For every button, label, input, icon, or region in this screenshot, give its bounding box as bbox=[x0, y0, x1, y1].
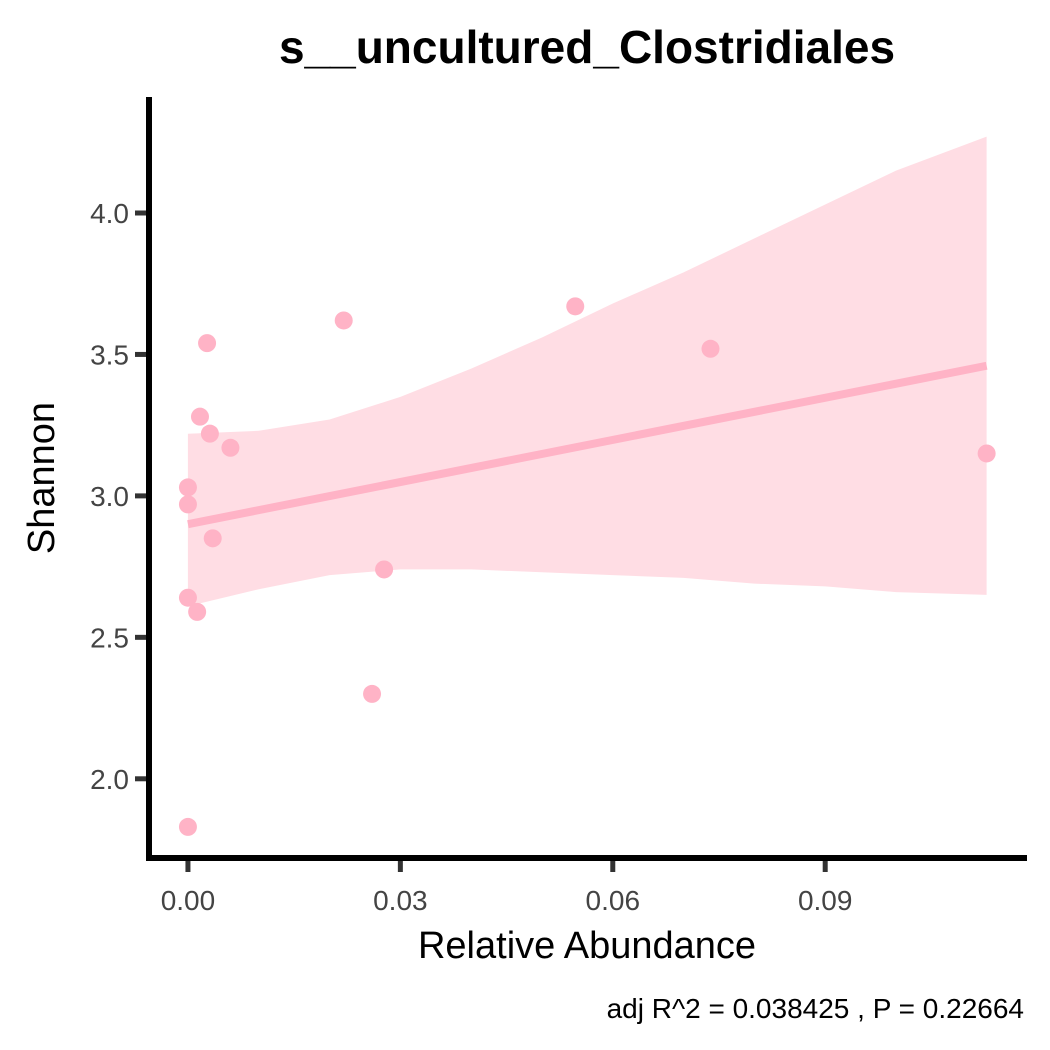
y-tick-label: 3.0 bbox=[90, 481, 129, 512]
plot-area bbox=[178, 136, 996, 836]
x-tick-label: 0.09 bbox=[798, 885, 853, 916]
data-point bbox=[178, 495, 197, 514]
data-point bbox=[178, 478, 197, 497]
data-point bbox=[178, 588, 197, 607]
y-axis-ticks: 2.0 2.5 3.0 3.5 4.0 bbox=[90, 198, 146, 795]
data-point bbox=[363, 684, 382, 703]
data-point bbox=[200, 424, 219, 443]
regression-line bbox=[187, 361, 988, 529]
data-point bbox=[203, 529, 222, 548]
x-tick-label: 0.03 bbox=[373, 885, 428, 916]
data-point bbox=[190, 407, 209, 426]
data-points bbox=[178, 297, 996, 836]
data-point bbox=[178, 817, 197, 836]
data-point bbox=[977, 444, 996, 463]
y-tick-label: 4.0 bbox=[90, 198, 129, 229]
data-point bbox=[198, 334, 217, 353]
data-point bbox=[566, 297, 585, 316]
y-tick-label: 2.5 bbox=[90, 622, 129, 653]
data-point bbox=[188, 602, 207, 621]
data-point bbox=[221, 438, 240, 457]
x-tick-label: 0.00 bbox=[161, 885, 216, 916]
x-tick-label: 0.06 bbox=[586, 885, 641, 916]
x-axis-ticks: 0.00 0.03 0.06 0.09 bbox=[161, 861, 853, 916]
data-point bbox=[375, 560, 394, 579]
y-tick-label: 2.0 bbox=[90, 764, 129, 795]
chart-title: s__uncultured_Clostridiales bbox=[279, 21, 895, 73]
data-point bbox=[334, 311, 353, 330]
data-point bbox=[701, 339, 720, 358]
y-tick-label: 3.5 bbox=[90, 339, 129, 370]
stats-caption: adj R^2 = 0.038425 , P = 0.22664 bbox=[607, 993, 1024, 1024]
x-axis-title: Relative Abundance bbox=[418, 925, 756, 967]
confidence-band bbox=[187, 136, 987, 607]
y-axis-title: Shannon bbox=[21, 402, 63, 554]
